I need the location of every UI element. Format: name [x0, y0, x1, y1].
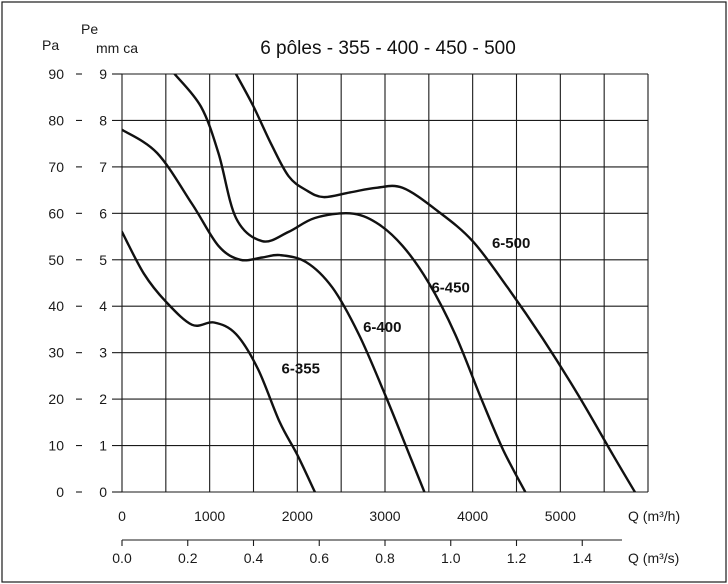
pa-tick-label: 60 [48, 205, 64, 221]
pa-tick-label: 0 [56, 484, 64, 500]
x2-tick-label: 0.8 [375, 550, 395, 566]
mmca-tick-label: 4 [99, 298, 107, 314]
x-tick-label: 0 [118, 508, 126, 524]
curves [122, 74, 637, 492]
x2-tick-label: 1.0 [441, 550, 461, 566]
y-unit-pe: Pe [81, 21, 98, 37]
grid [121, 73, 649, 493]
curve-label-6-355: 6-355 [282, 361, 320, 378]
mmca-tick-label: 6 [99, 205, 107, 221]
x-unit-m3h: Q (m³/h) [628, 508, 680, 524]
y-unit-pa: Pa [42, 37, 59, 53]
mmca-tick-label: 7 [99, 159, 107, 175]
curve-6-500 [234, 74, 637, 492]
x-unit-m3s: Q (m³/s) [628, 550, 679, 566]
curve-labels: 6-355 6-400 6-450 6-500 [282, 235, 531, 377]
pa-tick-label: 70 [48, 159, 64, 175]
pa-tick-label: 90 [48, 66, 64, 82]
x-tick-label: 3000 [369, 508, 400, 524]
x2-tick-label: 1.4 [573, 550, 593, 566]
x-tick-label: 4000 [457, 508, 488, 524]
curve-6-355 [122, 230, 317, 492]
x2-tick-label: 0.6 [310, 550, 330, 566]
mmca-tick-label: 5 [99, 252, 107, 268]
curve-label-6-450: 6-450 [431, 279, 469, 296]
mmca-tick-label: 0 [99, 484, 107, 500]
pa-tick-label: 40 [48, 298, 64, 314]
pa-tick-label: 20 [48, 391, 64, 407]
curve-6-450 [173, 74, 527, 492]
curve-6-400 [122, 128, 426, 492]
mmca-tick-label: 1 [99, 438, 107, 454]
x-tick-label: 2000 [282, 508, 313, 524]
curve-label-6-500: 6-500 [492, 235, 530, 252]
pa-tick-label: 30 [48, 345, 64, 361]
mmca-tick-label: 2 [99, 391, 107, 407]
mmca-tick-label: 8 [99, 112, 107, 128]
pa-tick-label: 50 [48, 252, 64, 268]
chart-title: 6 pôles - 355 - 400 - 450 - 500 [260, 38, 516, 59]
x-tick-label: 1000 [194, 508, 225, 524]
pa-tick-label: 10 [48, 438, 64, 454]
x2-tick-label: 0.2 [178, 550, 198, 566]
mmca-tick-label: 9 [99, 66, 107, 82]
x2-tick-label: 0.0 [112, 550, 132, 566]
pa-tick-label: 80 [48, 112, 64, 128]
y-unit-mmca: mm ca [96, 40, 138, 56]
curve-label-6-400: 6-400 [363, 319, 401, 336]
x-tick-label: 5000 [545, 508, 576, 524]
x2-tick-label: 1.2 [507, 550, 527, 566]
x2-tick-label: 0.4 [244, 550, 264, 566]
mmca-tick-label: 3 [99, 345, 107, 361]
